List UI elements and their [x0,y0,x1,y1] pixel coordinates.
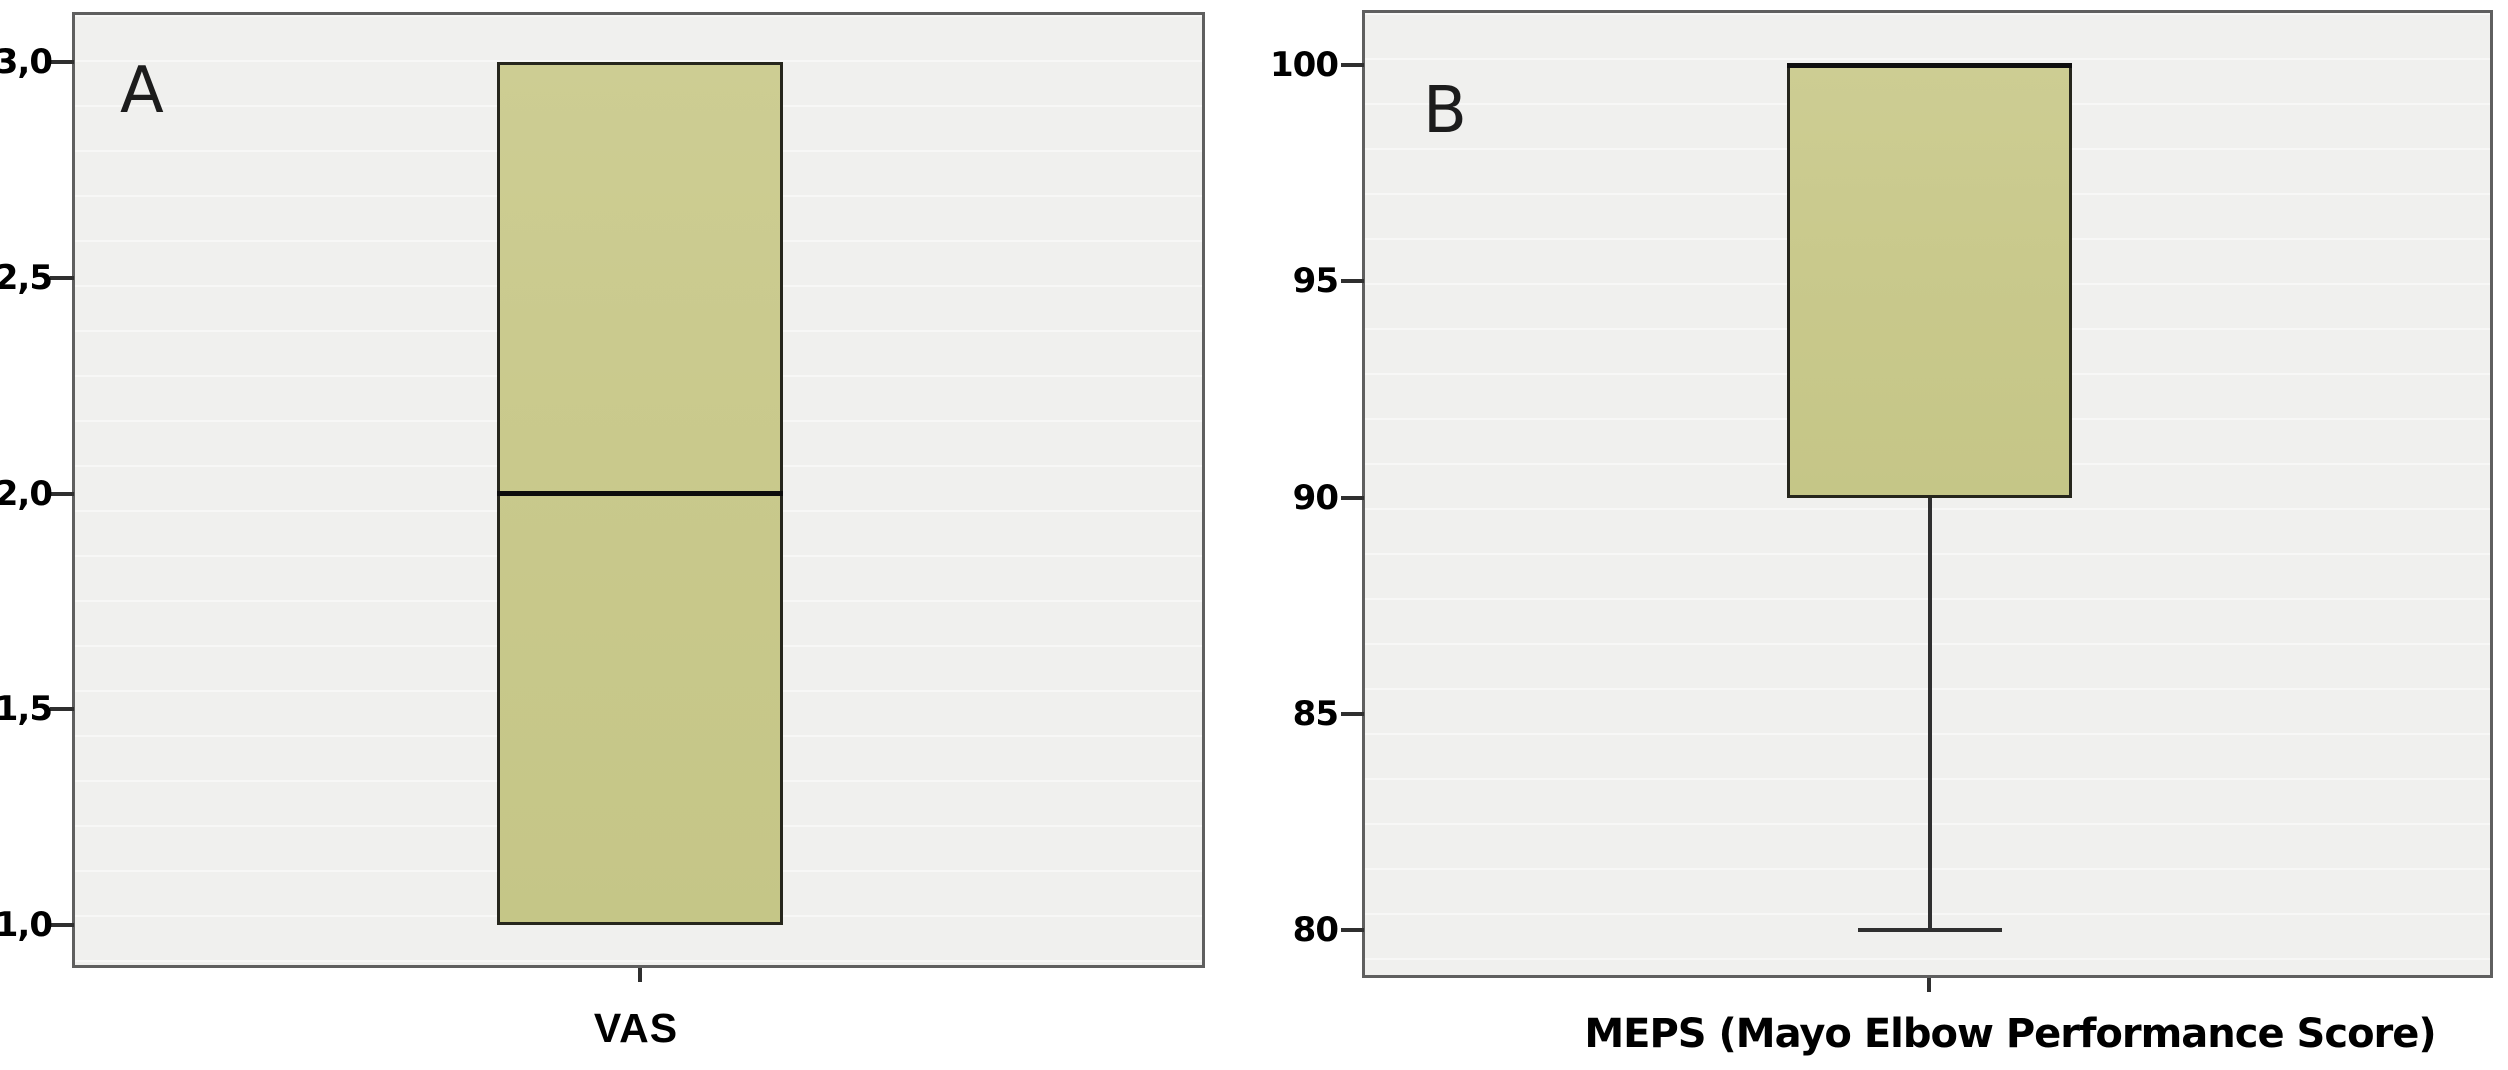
y-tick-label: 100 [1270,45,1339,85]
x-tick [1927,978,1931,992]
y-tick [1341,63,1364,67]
whisker-line [1927,497,1932,930]
y-tick-label: 3,0 [0,42,53,82]
y-tick-label: 95 [1292,261,1339,302]
y-tick [50,60,74,64]
y-tick [50,491,74,496]
median-line [1787,62,2072,68]
panel-b-label: B [1423,74,1467,148]
y-tick [1341,279,1364,284]
median-line [497,491,783,496]
y-tick [50,923,74,927]
x-axis-label-vas: VAS [593,1005,679,1051]
y-tick-label: 80 [1292,910,1339,950]
panel-a-label: A [120,54,164,128]
y-tick [1341,711,1364,716]
y-tick [1341,928,1364,932]
y-tick-label: 90 [1292,477,1339,518]
y-tick-label: 2,0 [0,473,53,514]
y-tick [50,707,74,712]
x-tick [638,968,642,982]
y-tick [1341,495,1364,500]
y-tick [50,275,74,280]
x-axis-label-meps: MEPS (Mayo Elbow Performance Score) [1584,1011,2436,1057]
y-tick-label: 1,0 [0,905,53,945]
y-tick-label: 1,5 [0,689,53,730]
boxplot-box [1787,65,2072,498]
y-tick-label: 85 [1292,693,1339,734]
y-tick-label: 2,5 [0,257,53,298]
whisker-cap [1857,928,2002,932]
